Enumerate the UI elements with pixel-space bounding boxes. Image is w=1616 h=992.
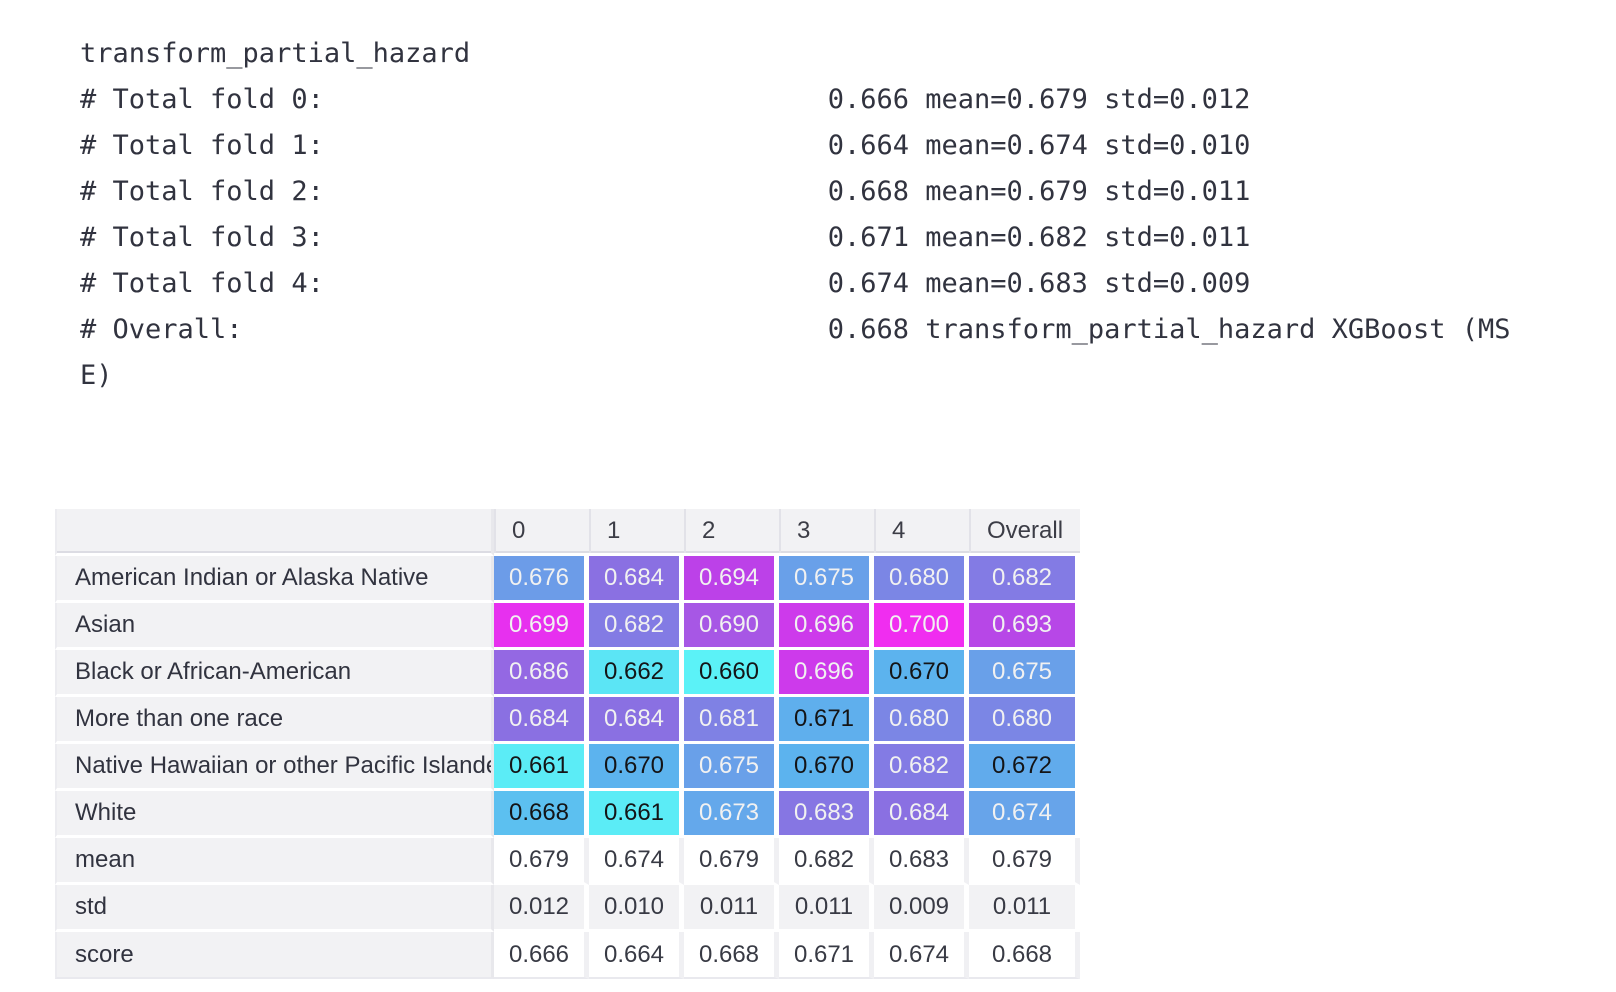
column-header: Overall <box>969 509 1080 556</box>
value-cell: 0.680 <box>874 697 969 744</box>
value-cell: 0.683 <box>779 791 874 838</box>
column-header: 2 <box>684 509 779 556</box>
value-cell: 0.682 <box>874 744 969 791</box>
row-label: White <box>55 791 494 838</box>
value-cell: 0.661 <box>589 791 684 838</box>
header-row: 0 1 2 3 4 Overall <box>55 509 1080 556</box>
value-cell: 0.683 <box>874 838 969 885</box>
value-cell: 0.011 <box>684 885 779 932</box>
value-cell: 0.675 <box>779 556 874 603</box>
value-cell: 0.684 <box>589 556 684 603</box>
row-label: Black or African-American <box>55 650 494 697</box>
value-cell: 0.696 <box>779 650 874 697</box>
value-cell: 0.675 <box>969 650 1080 697</box>
value-cell: 0.660 <box>684 650 779 697</box>
table-row: mean 0.679 0.674 0.679 0.682 0.683 0.679 <box>55 838 1080 885</box>
value-cell: 0.670 <box>589 744 684 791</box>
value-cell: 0.679 <box>969 838 1080 885</box>
row-label: score <box>55 932 494 979</box>
value-cell: 0.012 <box>494 885 589 932</box>
table-row: Native Hawaiian or other Pacific Islande… <box>55 744 1080 791</box>
value-cell: 0.668 <box>969 932 1080 979</box>
value-cell: 0.699 <box>494 603 589 650</box>
value-cell: 0.684 <box>494 697 589 744</box>
value-cell: 0.674 <box>589 838 684 885</box>
value-cell: 0.681 <box>684 697 779 744</box>
value-cell: 0.679 <box>494 838 589 885</box>
value-cell: 0.676 <box>494 556 589 603</box>
row-label: std <box>55 885 494 932</box>
row-label: Native Hawaiian or other Pacific Islande… <box>55 744 494 791</box>
value-cell: 0.679 <box>684 838 779 885</box>
value-cell: 0.680 <box>874 556 969 603</box>
value-cell: 0.682 <box>969 556 1080 603</box>
value-cell: 0.011 <box>779 885 874 932</box>
code-output: transform_partial_hazard # Total fold 0:… <box>80 38 1511 391</box>
value-cell: 0.682 <box>589 603 684 650</box>
value-cell: 0.682 <box>779 838 874 885</box>
value-cell: 0.684 <box>874 791 969 838</box>
value-cell: 0.670 <box>874 650 969 697</box>
table-row: score 0.666 0.664 0.668 0.671 0.674 0.668 <box>55 932 1080 979</box>
value-cell: 0.011 <box>969 885 1080 932</box>
table-row: Black or African-American 0.686 0.662 0.660… <box>55 650 1080 697</box>
value-cell: 0.010 <box>589 885 684 932</box>
row-label: Asian <box>55 603 494 650</box>
column-header: 1 <box>589 509 684 556</box>
value-cell: 0.700 <box>874 603 969 650</box>
column-header: 0 <box>494 509 589 556</box>
value-cell: 0.675 <box>684 744 779 791</box>
results-table-container: 0 1 2 3 4 Overall American Indian or Alaska N… <box>55 509 1080 979</box>
row-label: mean <box>55 838 494 885</box>
value-cell: 0.694 <box>684 556 779 603</box>
value-cell: 0.690 <box>684 603 779 650</box>
column-header: 3 <box>779 509 874 556</box>
value-cell: 0.009 <box>874 885 969 932</box>
table-body: American Indian or Alaska Native 0.676 0.6… <box>55 556 1080 979</box>
value-cell: 0.674 <box>874 932 969 979</box>
value-cell: 0.684 <box>589 697 684 744</box>
value-cell: 0.662 <box>589 650 684 697</box>
value-cell: 0.664 <box>589 932 684 979</box>
value-cell: 0.693 <box>969 603 1080 650</box>
row-label: American Indian or Alaska Native <box>55 556 494 603</box>
results-table: 0 1 2 3 4 Overall American Indian or Alaska N… <box>55 509 1080 979</box>
value-cell: 0.686 <box>494 650 589 697</box>
value-cell: 0.673 <box>684 791 779 838</box>
value-cell: 0.696 <box>779 603 874 650</box>
value-cell: 0.668 <box>684 932 779 979</box>
corner-header <box>55 509 494 556</box>
value-cell: 0.668 <box>494 791 589 838</box>
value-cell: 0.666 <box>494 932 589 979</box>
table-row: White 0.668 0.661 0.673 0.683 0.684 0.674 <box>55 791 1080 838</box>
column-header: 4 <box>874 509 969 556</box>
value-cell: 0.670 <box>779 744 874 791</box>
table-row: Asian 0.699 0.682 0.690 0.696 0.700 0.693 <box>55 603 1080 650</box>
table-row: More than one race 0.684 0.684 0.681 0.671 0.… <box>55 697 1080 744</box>
value-cell: 0.671 <box>779 932 874 979</box>
value-cell: 0.671 <box>779 697 874 744</box>
table-row: std 0.012 0.010 0.011 0.011 0.009 0.011 <box>55 885 1080 932</box>
row-label: More than one race <box>55 697 494 744</box>
value-cell: 0.680 <box>969 697 1080 744</box>
value-cell: 0.674 <box>969 791 1080 838</box>
value-cell: 0.672 <box>969 744 1080 791</box>
value-cell: 0.661 <box>494 744 589 791</box>
table-row: American Indian or Alaska Native 0.676 0.6… <box>55 556 1080 603</box>
